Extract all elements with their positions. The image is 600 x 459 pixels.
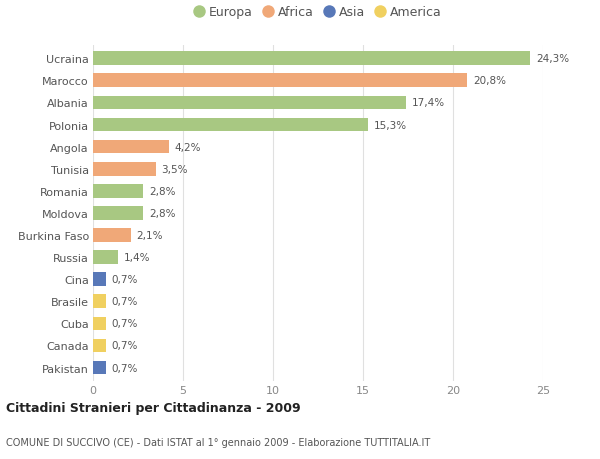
Text: 24,3%: 24,3%	[536, 54, 569, 64]
Bar	[93, 185, 143, 198]
Text: 20,8%: 20,8%	[473, 76, 506, 86]
Text: 3,5%: 3,5%	[161, 164, 188, 174]
Bar	[93, 273, 106, 286]
Bar	[93, 339, 106, 353]
Bar	[93, 52, 530, 66]
Bar	[93, 96, 406, 110]
Text: 4,2%: 4,2%	[174, 142, 200, 152]
Bar	[93, 118, 368, 132]
Bar	[93, 207, 143, 220]
Bar	[93, 229, 131, 242]
Legend: Europa, Africa, Asia, America: Europa, Africa, Asia, America	[191, 4, 445, 22]
Text: COMUNE DI SUCCIVO (CE) - Dati ISTAT al 1° gennaio 2009 - Elaborazione TUTTITALIA: COMUNE DI SUCCIVO (CE) - Dati ISTAT al 1…	[6, 437, 430, 447]
Text: 2,8%: 2,8%	[149, 208, 175, 218]
Bar	[93, 295, 106, 308]
Bar	[93, 361, 106, 375]
Text: 0,7%: 0,7%	[111, 274, 137, 285]
Text: 0,7%: 0,7%	[111, 363, 137, 373]
Bar	[93, 74, 467, 88]
Text: 0,7%: 0,7%	[111, 297, 137, 307]
Text: 17,4%: 17,4%	[412, 98, 445, 108]
Bar	[93, 251, 118, 264]
Text: 1,4%: 1,4%	[124, 252, 150, 263]
Text: 15,3%: 15,3%	[374, 120, 407, 130]
Bar	[93, 162, 156, 176]
Bar	[93, 317, 106, 330]
Bar	[93, 140, 169, 154]
Text: 0,7%: 0,7%	[111, 341, 137, 351]
Text: 0,7%: 0,7%	[111, 319, 137, 329]
Text: 2,1%: 2,1%	[136, 230, 163, 241]
Text: 2,8%: 2,8%	[149, 186, 175, 196]
Text: Cittadini Stranieri per Cittadinanza - 2009: Cittadini Stranieri per Cittadinanza - 2…	[6, 401, 301, 414]
